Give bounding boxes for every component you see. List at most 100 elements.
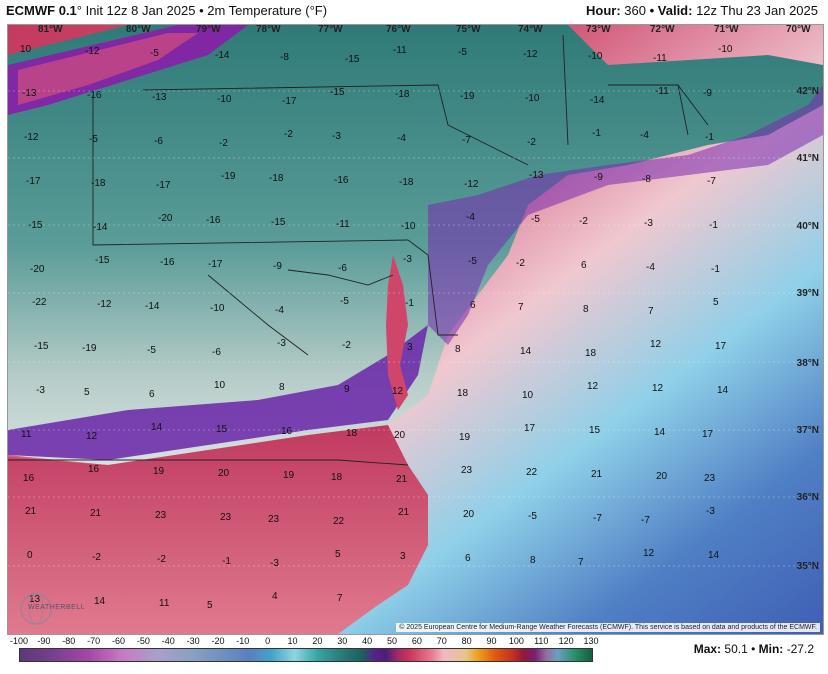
map-canvas — [8, 25, 823, 634]
valid-value: 12z Thu 23 Jan 2025 — [696, 3, 818, 18]
temperature-value: -15 — [28, 220, 43, 231]
temperature-value: -9 — [594, 172, 603, 183]
temperature-value: -5 — [528, 511, 537, 522]
temperature-value: 7 — [648, 306, 654, 317]
latitude-label: 37°N — [796, 425, 819, 436]
temperature-value: 16 — [281, 426, 293, 437]
max-min-readout: Max: 50.1 • Min: -27.2 — [694, 642, 814, 656]
temperature-value: 6 — [465, 553, 471, 564]
temperature-value: 14 — [151, 422, 163, 433]
temperature-value: 7 — [518, 302, 524, 313]
temperature-value: 18 — [346, 428, 358, 439]
temperature-value: -19 — [221, 171, 236, 182]
temperature-value: -16 — [206, 215, 221, 226]
state-borders — [8, 34, 709, 466]
temperature-value: -5 — [89, 134, 98, 145]
temperature-value: 12 — [86, 431, 98, 442]
temperature-value: -16 — [334, 175, 349, 186]
temperature-value: 18 — [331, 472, 343, 483]
colorbar-tick: -80 — [62, 636, 76, 646]
colorbar-tick: 60 — [411, 636, 422, 646]
temperature-value: -15 — [95, 255, 110, 266]
latitude-label: 41°N — [796, 153, 819, 164]
temperature-value: 4 — [272, 591, 278, 602]
temperature-value: -3 — [403, 254, 412, 265]
temperature-value: -2 — [342, 340, 351, 351]
temperature-value: 8 — [455, 344, 461, 355]
temperature-value: -3 — [270, 558, 279, 569]
temperature-value: 3 — [407, 342, 413, 353]
latitude-label: 39°N — [796, 288, 819, 299]
hour-label: Hour: — [585, 3, 621, 18]
temperature-value: -1 — [405, 298, 414, 309]
temperature-value: 23 — [461, 465, 473, 476]
temperature-value: -10 — [525, 93, 540, 104]
temperature-value: -18 — [269, 173, 284, 184]
temperature-value: -5 — [468, 256, 477, 267]
temperature-value: 16 — [88, 464, 100, 475]
temperature-value: -13 — [22, 88, 37, 99]
temperature-value: -15 — [345, 54, 360, 65]
temperature-value: -7 — [593, 513, 602, 524]
temperature-value: -3 — [332, 131, 341, 142]
header-valid: Hour: 360 • Valid: 12z Thu 23 Jan 2025 — [586, 3, 818, 18]
temperature-value: -5 — [147, 345, 156, 356]
temperature-value: 21 — [90, 508, 102, 519]
temperature-value: -5 — [458, 47, 467, 58]
model-name: ECMWF 0.1 — [6, 3, 77, 18]
colorbar-tick: -50 — [136, 636, 150, 646]
temperature-value: -2 — [219, 138, 228, 149]
temperature-value: -11 — [653, 53, 667, 64]
header-title: ECMWF 0.1° Init 12z 8 Jan 2025 • 2m Temp… — [6, 3, 327, 18]
temperature-map[interactable]: 81°W 80°W 79°W 78°W 77°W 76°W 75°W 74°W 73°W 72°W… — [7, 24, 824, 635]
temperature-value: 9 — [344, 384, 350, 395]
temperature-value: -4 — [646, 262, 655, 273]
temperature-value: 22 — [526, 467, 538, 478]
temperature-value: -11 — [655, 86, 669, 97]
temperature-value: -14 — [215, 50, 230, 61]
temperature-value: -4 — [466, 212, 475, 223]
temperature-value: -8 — [642, 174, 651, 185]
separator: • — [751, 642, 756, 656]
temperature-value: -12 — [85, 46, 100, 57]
temperature-value: 8 — [583, 304, 589, 315]
map-header: ECMWF 0.1° Init 12z 8 Jan 2025 • 2m Temp… — [0, 0, 828, 22]
min-value: -27.2 — [786, 642, 814, 656]
temperature-value: 14 — [654, 427, 666, 438]
colorbar-tick: 120 — [558, 636, 574, 646]
temperature-value: -19 — [460, 91, 475, 102]
max-value: 50.1 — [724, 642, 748, 656]
temperature-value: 21 — [398, 507, 410, 518]
temperature-value: -7 — [462, 135, 471, 146]
temperature-value: 20 — [463, 509, 475, 520]
latitude-label: 35°N — [796, 561, 819, 572]
temperature-value: -13 — [152, 92, 167, 103]
temperature-value: -10 — [401, 221, 416, 232]
temperature-value: -16 — [87, 90, 102, 101]
temperature-value: 21 — [25, 506, 37, 517]
colorbar-tick: -20 — [211, 636, 225, 646]
temperature-value: -10 — [217, 94, 232, 105]
warm-south-region — [8, 425, 428, 634]
temperature-value: 15 — [216, 424, 228, 435]
colorbar-gradient — [19, 648, 593, 662]
temperature-value: 15 — [589, 425, 601, 436]
temperature-value: 14 — [708, 550, 720, 561]
temperature-value: -6 — [338, 263, 347, 274]
longitude-label: 77°W — [318, 24, 343, 35]
temperature-value: 7 — [578, 557, 584, 568]
temperature-value: 17 — [702, 429, 714, 440]
temperature-value: 10 — [214, 380, 226, 391]
temperature-value: -17 — [282, 96, 297, 107]
temperature-value: -18 — [395, 89, 410, 100]
longitude-label: 74°W — [518, 24, 543, 35]
temperature-value: -18 — [399, 177, 414, 188]
temperature-value: 12 — [587, 381, 599, 392]
temperature-value: 8 — [279, 382, 285, 393]
temperature-value: 19 — [153, 466, 165, 477]
colorbar-tick: -40 — [161, 636, 175, 646]
temperature-value: -1 — [705, 132, 714, 143]
colorbar-tick: 100 — [508, 636, 524, 646]
colorbar-legend: -100 -90 -80 -70 -60 -50 -40 -30 -20 -10 0 10 20 30 40… — [10, 636, 599, 672]
temperature-value: 21 — [591, 469, 603, 480]
